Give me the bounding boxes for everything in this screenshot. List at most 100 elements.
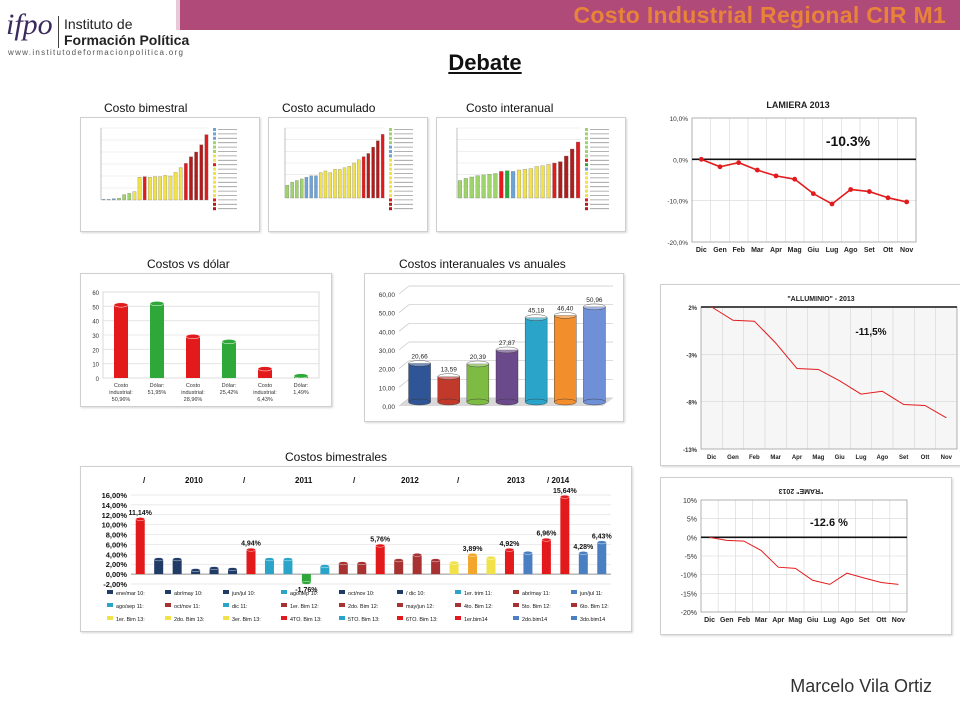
bar: [457, 180, 462, 199]
bar-cap: [185, 334, 201, 339]
legend-swatch: [339, 603, 345, 607]
legend-swatch: [389, 207, 392, 211]
legend-swatch: [281, 590, 287, 594]
data-label: 11,14%: [129, 510, 153, 517]
bar: [516, 169, 522, 199]
bar: [541, 539, 551, 575]
bar: [504, 549, 514, 575]
legend-swatch: [213, 198, 216, 202]
page-title: Costo Industrial Regional CIR M1: [573, 2, 946, 28]
bar: [560, 496, 570, 575]
legend-label: jun/jul 10:: [231, 591, 255, 597]
data-label: 45,18: [528, 308, 545, 315]
chart-panel-costo-acumulado: [268, 117, 428, 232]
legend-swatch: [389, 167, 392, 171]
bar: [258, 368, 272, 378]
header-bar-divider: [176, 0, 180, 30]
legend-swatch: [213, 158, 216, 162]
legend-swatch: [223, 603, 229, 607]
bar: [554, 315, 577, 403]
legend-swatch: [585, 194, 588, 197]
bar-cap: [554, 312, 577, 319]
y-tick-label: 0,0%: [673, 157, 688, 164]
y-tick-label: 60,00: [379, 292, 396, 299]
bar: [314, 175, 318, 199]
bar-cap: [221, 339, 237, 345]
bar-cap: [135, 517, 145, 521]
bar: [122, 194, 126, 201]
lamiera-chart: 10,0% 0,0% -10,0% -20,0% Dic Gen Feb Mar Apr Mag G…: [667, 100, 917, 254]
annotation-label: -12.6 %: [810, 517, 848, 529]
legend-swatch: [389, 163, 392, 167]
x-tick-label: Costo: [258, 383, 272, 389]
legend-swatch: [455, 590, 461, 594]
bar-cap: [495, 346, 519, 354]
logo-line-1: Instituto de: [64, 16, 133, 32]
bar: [394, 560, 404, 575]
y-tick-label: -20,0%: [667, 240, 688, 247]
bar: [323, 170, 328, 199]
y-tick-label: 10,00%: [102, 521, 128, 530]
bar-cap: [227, 567, 238, 571]
x-tick-label: Lug: [856, 455, 867, 461]
bar: [552, 162, 557, 199]
y-tick-label: 50,00: [379, 311, 396, 318]
bar: [475, 175, 480, 199]
legend-swatch: [165, 603, 171, 607]
bar-cap: [578, 551, 589, 555]
legend-label: 4to. Bim 12:: [464, 604, 493, 610]
logo-line-2: Formación Política: [64, 32, 190, 48]
data-point: [885, 195, 891, 201]
bar: [194, 151, 198, 201]
data-label: 6,96%: [536, 531, 557, 538]
bar: [357, 563, 367, 575]
legend-label: ene/mar 10:: [116, 591, 145, 597]
bar: [137, 177, 142, 201]
legend-swatch: [223, 616, 229, 620]
x-tick-label: Dic: [707, 455, 717, 461]
x-tick-label: Mag: [788, 247, 802, 254]
bar-cap: [393, 558, 404, 563]
legend-label: 3er. Bim 13:: [232, 617, 261, 623]
data-point: [810, 191, 816, 197]
data-label: 5,76%: [370, 537, 391, 544]
x-tick-label: Ott: [876, 617, 887, 624]
legend-swatch: [585, 176, 588, 180]
x-tick-label: Mar: [770, 455, 781, 461]
x-tick-label: 51,95%: [148, 390, 167, 396]
y-tick-label: 10: [92, 363, 99, 369]
y-tick-label: 2,00%: [106, 560, 128, 569]
x-tick-label: Dólar:: [222, 383, 237, 389]
bar-cap: [257, 366, 273, 372]
annotation-label: -10.3%: [826, 133, 871, 149]
costos-vs-dolar-chart: 0102030405060Costoindustrial:50,96%Dólar…: [92, 291, 320, 403]
data-point: [792, 176, 798, 182]
x-tick-label: Nov: [892, 617, 905, 624]
bar: [132, 191, 137, 201]
bar-cap: [560, 494, 570, 499]
bar: [173, 172, 178, 201]
y-tick-label: 8,00%: [106, 531, 128, 540]
year-header-label: 2012: [401, 476, 419, 485]
y-tick-label: -13%: [683, 448, 698, 454]
bar: [127, 193, 132, 201]
data-label: 27,87: [499, 340, 516, 347]
legend-swatch: [213, 132, 216, 136]
bar: [299, 178, 304, 199]
annotation-label: -11,5%: [855, 327, 886, 338]
legend-swatch: [213, 128, 216, 131]
bar: [301, 574, 311, 583]
legend-swatch: [397, 616, 403, 620]
x-tick-label: Dic: [704, 617, 715, 624]
legend-swatch: [585, 167, 588, 171]
bar: [524, 317, 548, 403]
legend-swatch: [389, 189, 392, 193]
bar: [338, 169, 342, 199]
bar: [528, 168, 533, 199]
legend-swatch: [389, 185, 392, 189]
y-tick-label: 20: [92, 348, 99, 354]
legend-swatch: [389, 180, 392, 184]
bar-cap: [597, 540, 607, 545]
bar: [106, 199, 111, 201]
legend-swatch: [585, 172, 588, 175]
